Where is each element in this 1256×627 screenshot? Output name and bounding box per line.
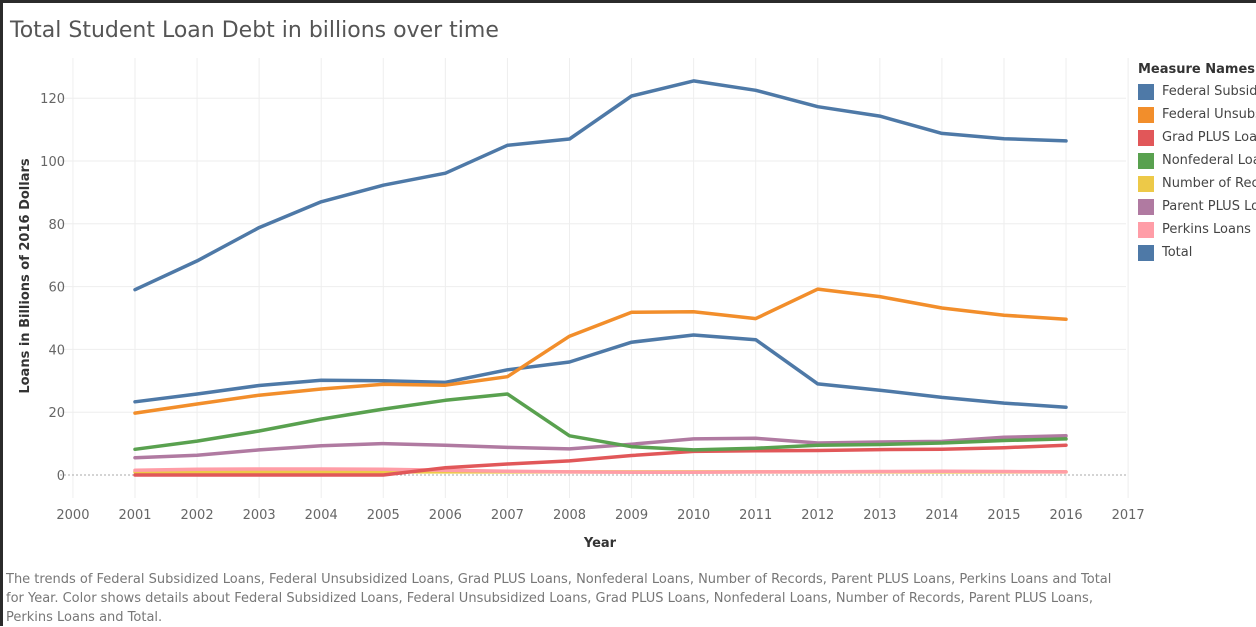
x-tick-label: 2010	[677, 508, 710, 523]
x-tick-label: 2016	[1050, 508, 1083, 523]
series-line-grad-plus-loans[interactable]	[133, 443, 1068, 477]
legend-swatch	[1138, 175, 1154, 192]
series-line-federal-unsubsidized-loans[interactable]	[133, 287, 1068, 415]
x-tick-label: 2002	[181, 508, 214, 523]
series-line-total[interactable]	[133, 79, 1068, 292]
legend-label: Perkins Loans	[1162, 222, 1251, 237]
axes: 0 20 40 60 80 100 120 2000 2001 2002 2003 2004 2005 2…	[40, 92, 1144, 523]
legend-label: Nonfederal Loans	[1162, 153, 1256, 168]
x-tick-label: 2007	[491, 508, 524, 523]
x-tick-label: 2011	[739, 508, 772, 523]
legend-swatch	[1138, 129, 1154, 146]
y-tick-label: 100	[40, 155, 65, 170]
legend-swatch	[1138, 198, 1154, 215]
x-tick-label: 2012	[801, 508, 834, 523]
series-line-perkins-loans[interactable]	[133, 467, 1068, 474]
legend-item[interactable]: Federal Subsidized Loans	[1138, 80, 1256, 103]
legend-label: Grad PLUS Loans	[1162, 130, 1256, 145]
x-tick-label: 2004	[305, 508, 338, 523]
y-tick-label: 40	[48, 343, 65, 358]
legend-item[interactable]: Nonfederal Loans	[1138, 149, 1256, 172]
series-line-federal-subsidized-loans[interactable]	[133, 333, 1068, 409]
x-tick-label: 2014	[925, 508, 958, 523]
legend-label: Total	[1162, 245, 1193, 260]
legend-swatch	[1138, 221, 1154, 238]
x-axis-label: Year	[583, 536, 617, 551]
chart-title: Total Student Loan Debt in billions over…	[10, 18, 499, 43]
x-tick-label: 2005	[367, 508, 400, 523]
legend-item[interactable]: Total	[1138, 241, 1256, 264]
x-tick-label: 2000	[56, 508, 89, 523]
legend-item[interactable]: Grad PLUS Loans	[1138, 126, 1256, 149]
legend-swatch	[1138, 152, 1154, 169]
legend-swatch	[1138, 244, 1154, 261]
legend-item[interactable]: Number of Records	[1138, 172, 1256, 195]
y-tick-label: 0	[57, 469, 65, 484]
legend-label: Federal Unsubsidized Loans	[1162, 107, 1256, 122]
series-line-nonfederal-loans[interactable]	[133, 392, 1068, 452]
x-tick-label: 2017	[1112, 508, 1145, 523]
y-tick-label: 60	[48, 281, 65, 296]
x-tick-label: 2009	[615, 508, 648, 523]
x-tick-label: 2001	[118, 508, 151, 523]
legend-item[interactable]: Federal Unsubsidized Loans	[1138, 103, 1256, 126]
series-lines	[133, 79, 1068, 477]
y-tick-label: 20	[48, 406, 65, 421]
chart-caption: The trends of Federal Subsidized Loans, …	[6, 572, 1112, 625]
y-tick-label: 80	[48, 218, 65, 233]
legend-item[interactable]: Perkins Loans	[1138, 218, 1256, 241]
x-tick-label: 2008	[553, 508, 586, 523]
legend-label: Federal Subsidized Loans	[1162, 84, 1256, 99]
x-tick-label: 2013	[863, 508, 896, 523]
x-tick-label: 2003	[243, 508, 276, 523]
legend-title: Measure Names	[1138, 62, 1256, 77]
legend-swatch	[1138, 83, 1154, 100]
legend-swatch	[1138, 106, 1154, 123]
grid	[60, 58, 1129, 498]
legend: Measure Names Federal Subsidized Loans Fe…	[1138, 62, 1256, 264]
y-tick-label: 120	[40, 92, 65, 107]
legend-label: Number of Records	[1162, 176, 1256, 191]
legend-label: Parent PLUS Loans	[1162, 199, 1256, 214]
legend-item[interactable]: Parent PLUS Loans	[1138, 195, 1256, 218]
x-tick-label: 2015	[987, 508, 1020, 523]
y-axis-label: Loans in Billions of 2016 Dollars	[18, 158, 33, 394]
series-line-parent-plus-loans[interactable]	[133, 434, 1068, 460]
x-tick-label: 2006	[429, 508, 462, 523]
